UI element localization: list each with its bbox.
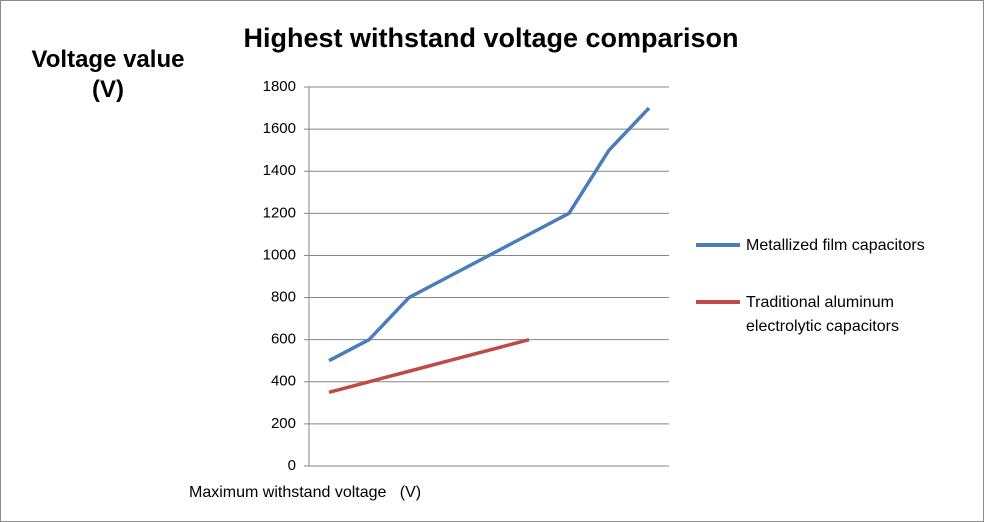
series-line [328, 337, 530, 394]
y-tick-label: 200 [271, 415, 296, 432]
y-tick-label: 600 [271, 331, 296, 348]
y-tick-label: 1000 [263, 246, 296, 263]
y-axis-label: Voltage value (V) [31, 46, 185, 103]
legend-item: Traditional aluminum electrolytic capaci… [696, 291, 976, 339]
y-tick-label: 1600 [263, 120, 296, 137]
chart-title: Highest withstand voltage comparison [243, 23, 739, 53]
y-tick-label: 800 [271, 289, 296, 306]
y-tick-label: 1200 [263, 204, 296, 221]
legend-label: Traditional aluminum electrolytic capaci… [746, 294, 899, 335]
y-tick-label: 0 [288, 457, 296, 474]
series-line [328, 106, 651, 363]
y-tick-label: 400 [271, 373, 296, 390]
legend-swatch [696, 243, 740, 247]
x-axis-label: Maximum withstand voltage (V) [189, 484, 422, 501]
legend-swatch [696, 300, 740, 304]
legend-item: Metallized film capacitors [696, 234, 976, 258]
y-tick-label: 1400 [263, 162, 296, 179]
y-tick-label: 1800 [263, 78, 296, 95]
legend-label: Metallized film capacitors [746, 237, 925, 254]
